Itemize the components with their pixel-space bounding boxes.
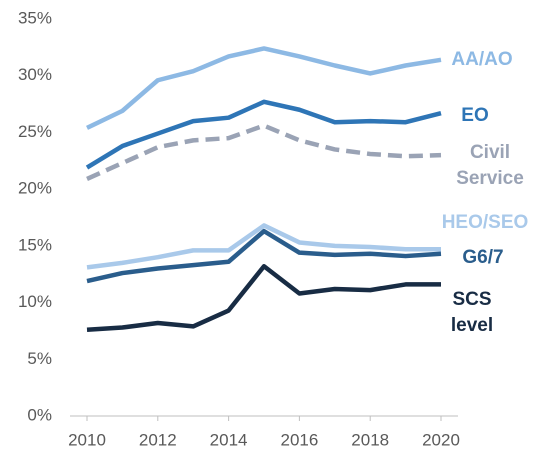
- y-tick-label: 30%: [18, 65, 52, 84]
- series-label: HEO/SEO: [441, 212, 529, 233]
- y-tick-label: 5%: [27, 349, 52, 368]
- y-tick-label: 15%: [18, 235, 52, 254]
- series-label: AA/AO: [451, 49, 513, 70]
- y-tick-label: 35%: [18, 8, 52, 27]
- series-label: Civil Service: [456, 142, 524, 189]
- y-tick-label: 25%: [18, 122, 52, 141]
- series-label: SCS level: [450, 289, 494, 336]
- series-line: [86, 228, 442, 284]
- series-line: [86, 264, 441, 333]
- x-tick-label: 2018: [351, 430, 389, 449]
- series-line: [86, 123, 442, 181]
- y-tick-label: 20%: [18, 179, 52, 198]
- x-tick-label: 2012: [139, 430, 177, 449]
- series-line: [86, 46, 442, 130]
- x-tick-label: 2016: [280, 430, 318, 449]
- x-tick-label: 2020: [422, 430, 460, 449]
- y-tick-label: 10%: [18, 292, 52, 311]
- series-label: G6/7: [462, 247, 504, 268]
- x-tick-label: 2010: [68, 430, 106, 449]
- x-tick-label: 2014: [210, 430, 248, 449]
- series-line: [86, 223, 441, 270]
- series-label: EO: [461, 105, 489, 126]
- y-tick-label: 0%: [27, 405, 52, 424]
- series-line: [85, 99, 442, 170]
